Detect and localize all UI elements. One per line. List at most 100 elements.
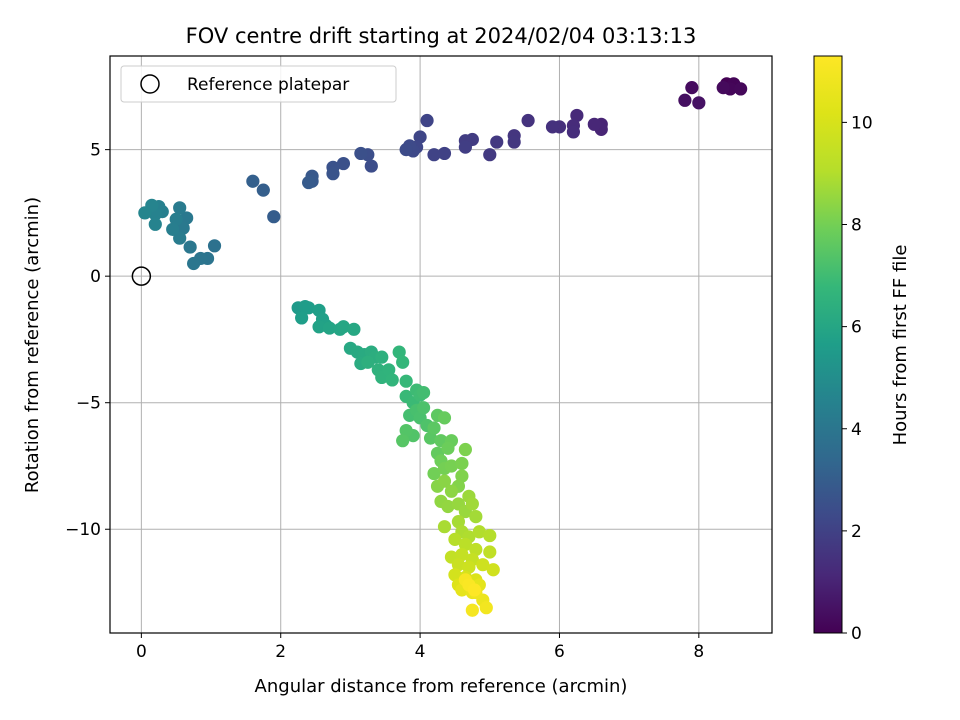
data-point [148, 217, 162, 231]
data-point [483, 545, 497, 559]
y-tick-label: −10 [65, 520, 101, 540]
data-point [455, 456, 469, 471]
data-point [444, 459, 459, 473]
chart-title: FOV centre drift starting at 2024/02/04 … [186, 24, 697, 48]
data-point [441, 441, 455, 455]
data-point [462, 560, 476, 574]
x-tick-label: 0 [136, 642, 147, 662]
data-point [420, 113, 434, 128]
data-point [486, 563, 500, 577]
y-tick-label: 0 [90, 267, 101, 287]
colorbar-tick-label: 0 [851, 624, 862, 644]
data-point [476, 558, 490, 572]
data-point [458, 442, 472, 457]
data-point [364, 159, 378, 173]
reference-marker [131, 266, 152, 286]
data-point [451, 558, 466, 572]
data-point [361, 355, 375, 369]
data-point [166, 222, 180, 236]
data-point [467, 583, 482, 597]
data-point [173, 231, 187, 245]
data-point [692, 96, 706, 110]
legend-entry: Reference platepar [187, 75, 349, 95]
x-axis-label: Angular distance from reference (arcmin) [255, 676, 628, 697]
data-point [256, 183, 270, 197]
data-point [399, 143, 413, 157]
legend: Reference platepar [120, 65, 397, 103]
data-point [437, 520, 452, 534]
data-point [375, 350, 389, 364]
data-point [326, 167, 340, 181]
data-point [469, 509, 483, 524]
data-point [472, 525, 486, 539]
data-point [354, 146, 368, 161]
data-point [176, 221, 190, 235]
data-point [587, 117, 601, 131]
colorbar-tick-label: 6 [851, 318, 862, 338]
data-point [413, 130, 427, 144]
data-point [437, 146, 452, 161]
data-point [458, 537, 472, 552]
data-point [465, 603, 479, 617]
data-point [187, 256, 201, 271]
plot-frame [109, 55, 773, 634]
x-tick-label: 4 [415, 642, 426, 662]
data-point [416, 385, 431, 400]
colorbar-tick-label: 4 [851, 420, 862, 440]
data-point [448, 568, 462, 582]
data-point [685, 81, 699, 95]
data-point [396, 355, 410, 369]
data-point [322, 321, 337, 335]
data-point [441, 499, 455, 514]
data-point [490, 135, 504, 149]
data-point [427, 421, 441, 435]
data-point [716, 81, 730, 95]
data-point [734, 82, 748, 96]
colorbar-gradient [813, 55, 843, 634]
data-point [138, 206, 152, 220]
data-point [180, 211, 194, 225]
data-point [483, 528, 497, 543]
data-point [566, 125, 581, 139]
colorbar-tick-label: 8 [851, 216, 862, 236]
data-point [336, 320, 351, 334]
colorbar-tick-label: 10 [851, 113, 873, 133]
grid-lines [110, 56, 772, 633]
data-point [427, 466, 441, 481]
data-point [207, 239, 222, 253]
data-point [469, 542, 483, 557]
data-point [302, 175, 316, 190]
data-point [451, 515, 466, 529]
colorbar-tick-label: 2 [851, 522, 862, 542]
y-tick-label: −5 [76, 394, 101, 414]
legend-box [120, 65, 397, 103]
data-point [465, 497, 479, 511]
data-point [483, 148, 497, 162]
data-point [570, 108, 584, 123]
y-axis-ticks: −10 −5 0 5 [65, 141, 110, 540]
data-point [455, 547, 469, 562]
data-point [399, 423, 413, 438]
data-points [138, 77, 748, 617]
data-point [169, 212, 183, 226]
data-point [183, 240, 197, 254]
data-point [455, 469, 469, 483]
colorbar: 0 2 4 6 8 10 Hours from first FF file [813, 55, 911, 644]
legend-marker [140, 74, 160, 94]
data-point [444, 484, 459, 498]
y-tick-label: 5 [90, 141, 101, 161]
data-point [302, 301, 316, 315]
data-point [437, 411, 452, 425]
x-tick-label: 2 [275, 642, 286, 662]
data-point [437, 474, 452, 488]
data-point [385, 373, 399, 387]
data-point [399, 374, 413, 388]
data-point [382, 363, 396, 377]
y-axis-label: Rotation from reference (arcmin) [22, 197, 43, 493]
data-point [507, 135, 521, 149]
data-point [173, 201, 187, 215]
data-point [427, 148, 441, 162]
data-point [545, 120, 560, 134]
data-point [312, 320, 326, 334]
